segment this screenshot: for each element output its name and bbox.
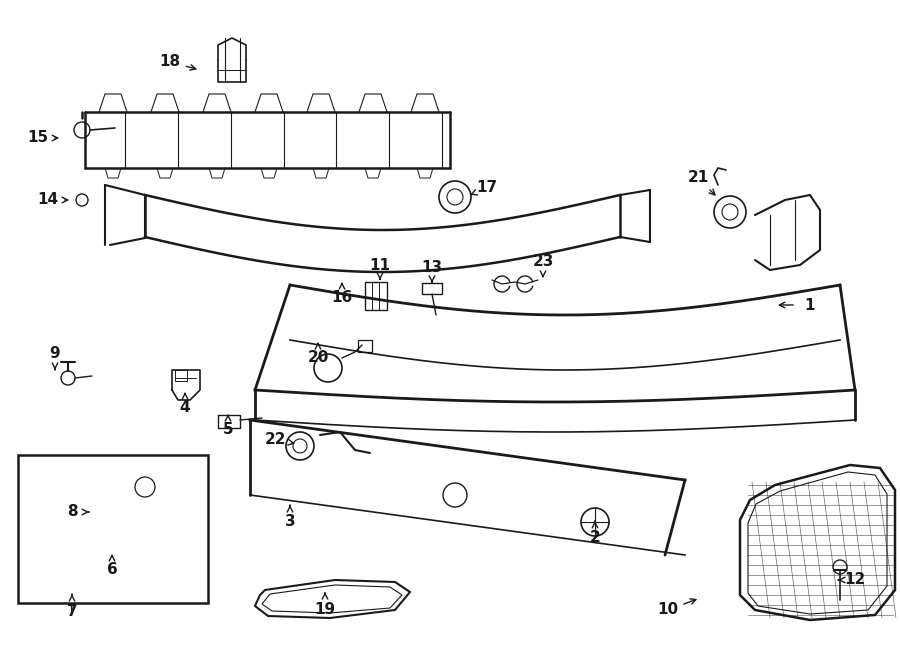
Text: 12: 12 (844, 572, 866, 588)
Text: 1: 1 (805, 297, 815, 313)
Text: 9: 9 (50, 346, 60, 360)
Text: 3: 3 (284, 514, 295, 529)
Text: 11: 11 (370, 258, 391, 272)
Text: 13: 13 (421, 260, 443, 276)
Text: 20: 20 (307, 350, 328, 366)
Bar (18, 455, 208, 603)
Text: 7: 7 (67, 603, 77, 619)
Text: 17: 17 (476, 180, 498, 196)
Text: 19: 19 (314, 602, 336, 617)
Text: 22: 22 (265, 432, 286, 447)
Text: 15: 15 (27, 130, 49, 145)
Text: 8: 8 (67, 504, 77, 520)
Text: 16: 16 (331, 290, 353, 305)
Bar (358, 340, 372, 352)
Text: 6: 6 (106, 563, 117, 578)
Text: 2: 2 (590, 531, 600, 545)
Text: 21: 21 (688, 171, 708, 186)
Text: 23: 23 (532, 254, 554, 270)
Bar (365, 282, 387, 310)
Text: 10: 10 (657, 602, 679, 617)
Text: 4: 4 (180, 401, 190, 416)
Text: 14: 14 (38, 192, 58, 208)
Text: 18: 18 (159, 54, 181, 69)
Bar (175, 370, 187, 381)
Bar (422, 283, 442, 294)
Text: 5: 5 (222, 422, 233, 438)
